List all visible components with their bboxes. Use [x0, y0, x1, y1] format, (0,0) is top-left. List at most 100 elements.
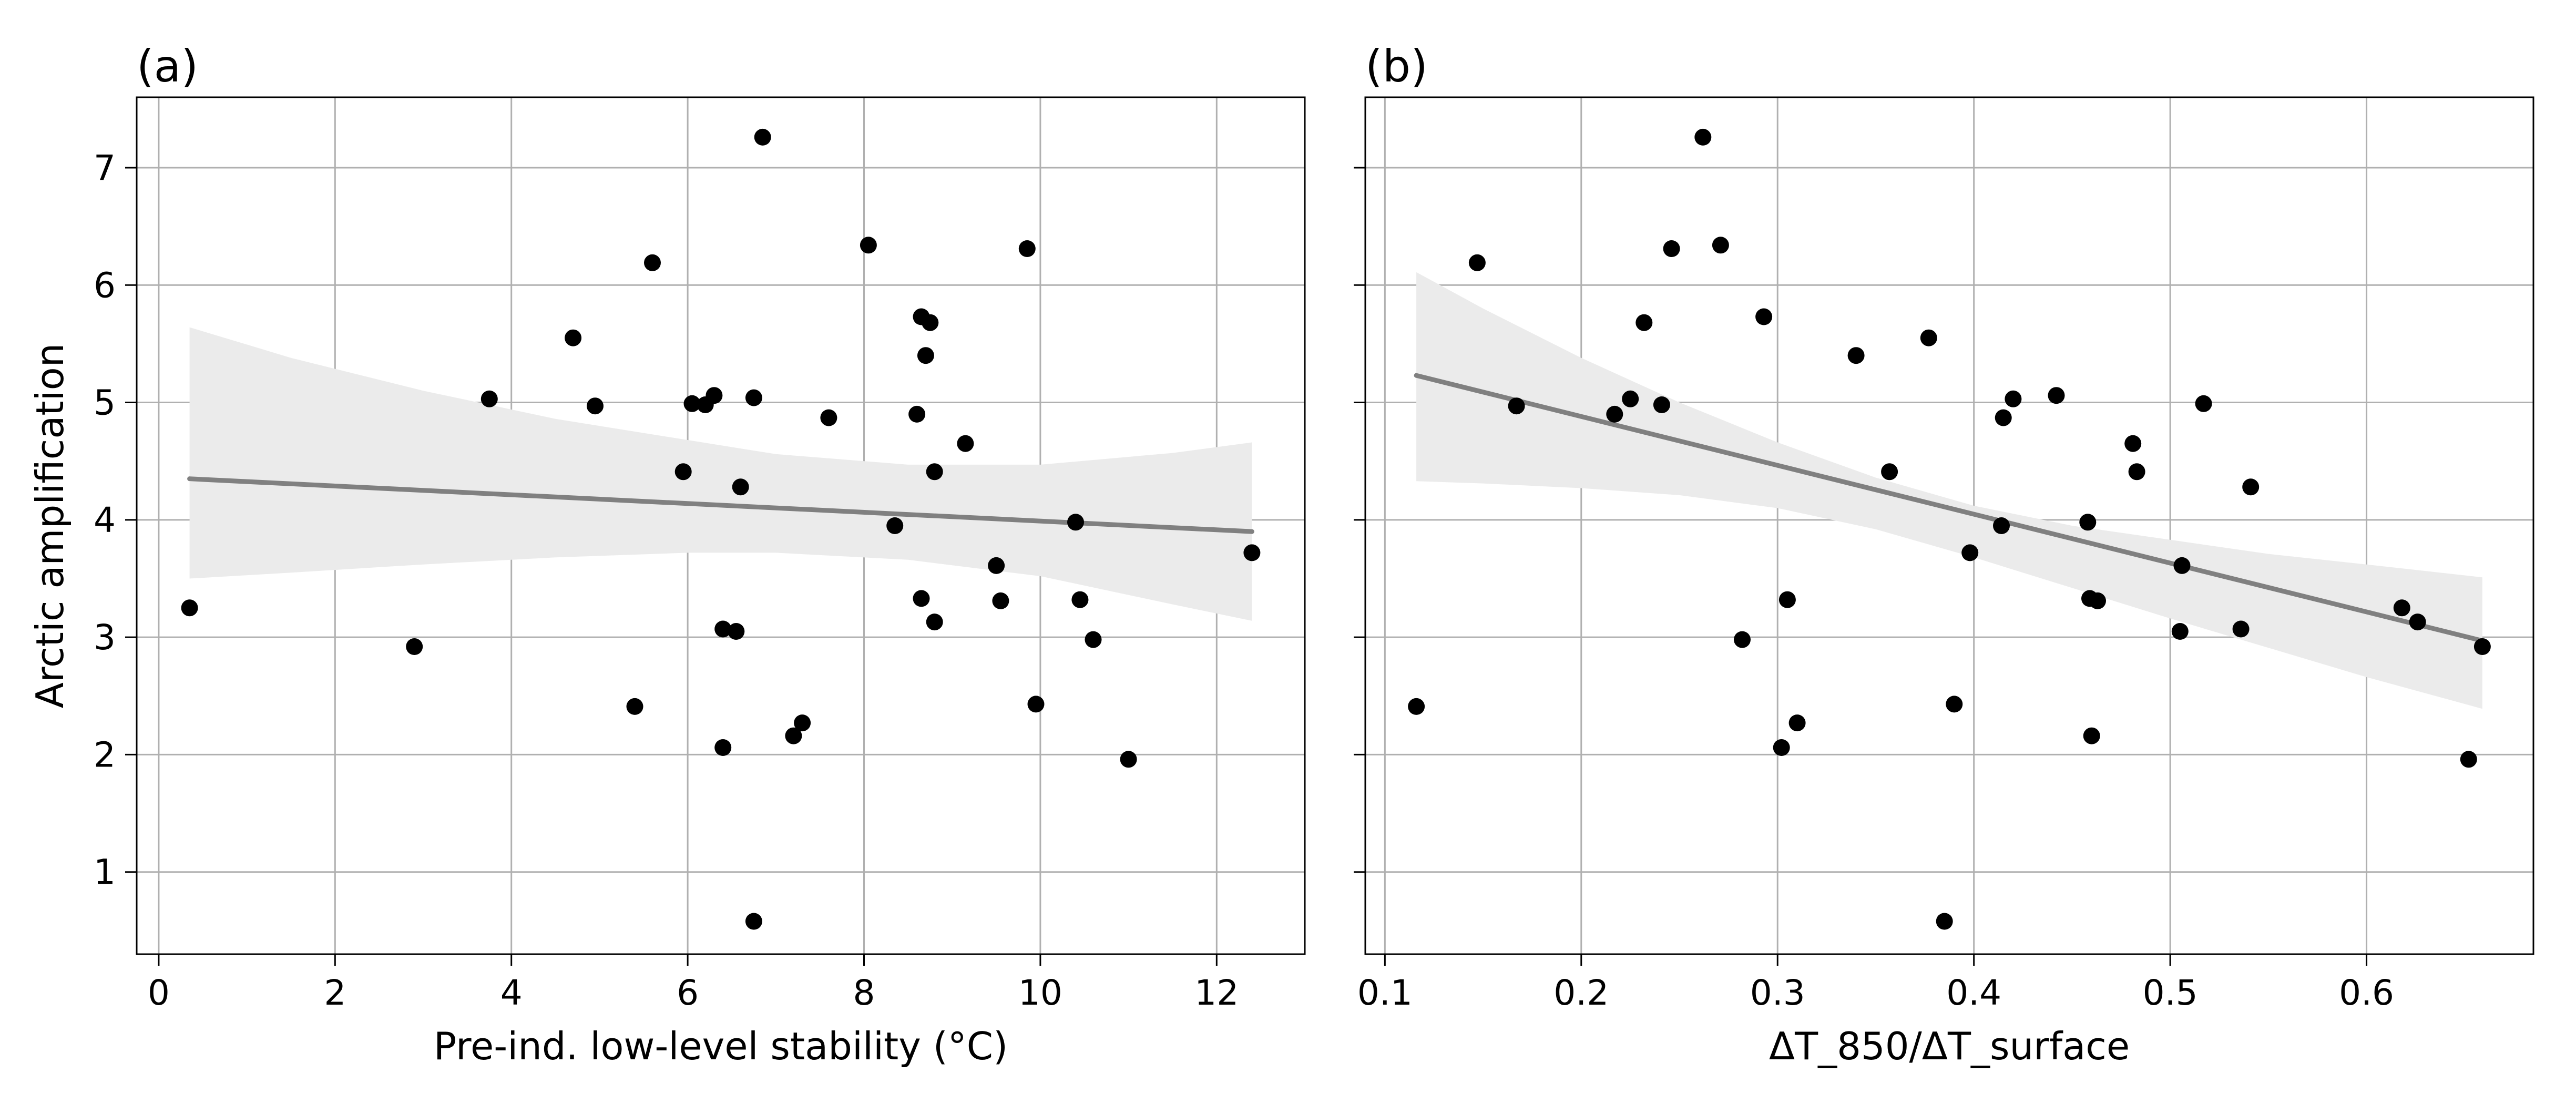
data-point [2171, 623, 2189, 640]
data-point [1755, 308, 1773, 325]
data-point [913, 590, 930, 607]
data-point [1027, 696, 1045, 713]
x-axis: 0 2 4 6 8 10 12 [148, 954, 1239, 1013]
plot-frame [136, 96, 1306, 955]
data-point [1778, 591, 1796, 608]
data-point [2048, 387, 2065, 404]
x-tick-label: 0.2 [1553, 973, 1609, 1013]
data-point [745, 913, 762, 930]
data-point [1847, 347, 1865, 364]
data-point [2089, 592, 2106, 609]
x-tick-label: 0.6 [2339, 973, 2394, 1013]
data-point [794, 714, 811, 732]
y-tick-label: 1 [94, 852, 116, 893]
panel-label: (b) [1365, 40, 1428, 92]
data-point [2079, 514, 2097, 531]
data-point [714, 739, 732, 756]
data-point [2473, 638, 2491, 655]
data-point [714, 620, 732, 638]
data-point [1508, 397, 1525, 415]
y-tick-label: 7 [94, 148, 116, 188]
data-point [1993, 517, 2010, 534]
data-point [1653, 396, 1670, 413]
data-point [565, 329, 582, 346]
data-point [886, 517, 904, 534]
data-point [674, 463, 692, 481]
data-point [1071, 591, 1089, 608]
y-axis [1354, 167, 1365, 873]
x-tick-label: 0.3 [1750, 973, 1805, 1013]
data-point [2409, 614, 2426, 631]
data-point [1067, 514, 1084, 531]
x-axis-label: Pre-ind. low-level stability (°C) [434, 1024, 1008, 1068]
data-point [1085, 631, 1102, 648]
data-point [587, 397, 604, 415]
panel-label: (a) [137, 40, 198, 92]
x-tick-label: 8 [853, 973, 875, 1013]
data-point [1663, 240, 1680, 257]
data-point [181, 599, 198, 617]
data-point [1961, 544, 1979, 561]
y-tick-label: 5 [94, 383, 116, 423]
plot-frame [1364, 96, 2534, 955]
data-point [992, 592, 1009, 609]
data-point [2393, 599, 2410, 617]
data-point [1995, 409, 2012, 426]
data-point [406, 638, 423, 655]
regression-line [1414, 373, 2485, 643]
data-point [926, 614, 943, 631]
data-point [1694, 128, 1712, 146]
scatter-points [181, 128, 1261, 930]
x-tick-label: 6 [677, 973, 699, 1013]
data-point [2232, 620, 2250, 638]
x-tick-label: 2 [324, 973, 346, 1013]
data-point [1018, 240, 1036, 257]
data-point [732, 478, 749, 496]
data-point [728, 623, 745, 640]
data-point [922, 314, 939, 331]
data-point [626, 698, 643, 715]
data-point [1773, 739, 1790, 756]
data-point [1881, 463, 1898, 481]
x-tick-label: 0 [148, 973, 170, 1013]
x-tick-label: 12 [1194, 973, 1239, 1013]
x-tick-label: 0.4 [1946, 973, 2001, 1013]
confidence-band [189, 327, 1252, 621]
y-axis: 1 2 3 4 5 6 7 [94, 148, 137, 893]
data-point [1946, 696, 1963, 713]
y-tick-label: 2 [94, 734, 116, 775]
data-point [1788, 714, 1806, 732]
data-point [785, 727, 802, 744]
data-point [2242, 478, 2260, 496]
data-point [1408, 698, 1425, 715]
data-point [2005, 390, 2022, 407]
data-point [1936, 913, 1953, 930]
confidence-band [1416, 272, 2482, 709]
x-tick-label: 4 [500, 973, 523, 1013]
data-point [1243, 544, 1261, 561]
data-point [2173, 557, 2191, 574]
data-point [1734, 631, 1751, 648]
data-point [926, 463, 943, 481]
data-point [683, 395, 701, 412]
x-tick-label: 0.1 [1357, 973, 1413, 1013]
data-point [2128, 463, 2145, 481]
data-point [745, 389, 762, 406]
data-point [754, 128, 771, 146]
y-axis-label: Arctic amplification [28, 343, 72, 709]
data-point [1920, 329, 1937, 346]
data-point [481, 390, 498, 407]
data-point [988, 557, 1005, 574]
data-point [957, 435, 974, 452]
data-point [1468, 254, 1486, 271]
data-point [644, 254, 661, 271]
data-point [2195, 395, 2212, 412]
scatter-points [1408, 128, 2491, 930]
y-tick-label: 6 [94, 265, 116, 305]
x-axis: 0.1 0.2 0.3 0.4 0.5 0.6 [1357, 954, 2394, 1013]
x-axis-label: ΔT_850/ΔT_surface [1769, 1024, 2130, 1068]
data-point [860, 237, 877, 254]
panel-b: 0.1 0.2 0.3 0.4 0.5 0.6 ΔT_850/ΔT_surface (b) [1354, 40, 2534, 1068]
